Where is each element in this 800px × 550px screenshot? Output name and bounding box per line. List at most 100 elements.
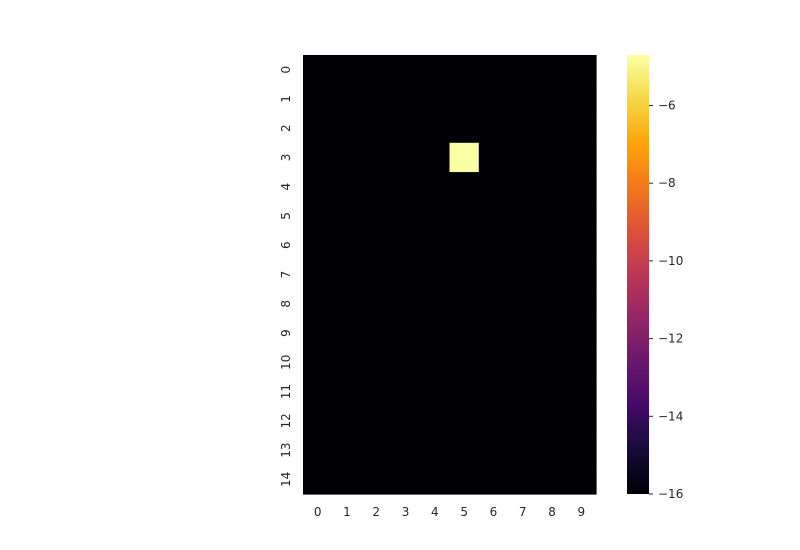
colorbar-ticks: −6 −8 −10 −12 −14 −16	[649, 99, 683, 501]
heatmap-cell	[478, 289, 509, 319]
heatmap-cell	[537, 289, 568, 319]
heatmap-cell	[361, 230, 392, 261]
heatmap-cell	[420, 318, 451, 349]
heatmap-cell	[390, 435, 421, 466]
heatmap-grid	[303, 55, 597, 495]
heatmap-cell	[361, 113, 392, 144]
heatmap-cell	[303, 435, 333, 466]
heatmap-cell	[566, 259, 597, 290]
heatmap-cell	[303, 259, 333, 290]
heatmap-cell	[449, 318, 480, 349]
heatmap-cell	[390, 55, 421, 85]
heatmap-cell	[566, 142, 597, 173]
heatmap-cell	[478, 55, 509, 85]
heatmap-cell	[361, 55, 392, 85]
heatmap-cell	[537, 113, 568, 144]
heatmap-cell	[332, 259, 363, 290]
heatmap-cell	[478, 259, 509, 290]
colorbar-tick-label: −12	[658, 332, 683, 346]
heatmap-cell	[508, 113, 538, 144]
y-tick-label: 0	[279, 66, 293, 74]
y-tick-label: 12	[279, 413, 293, 428]
heatmap-cell	[390, 230, 421, 261]
colorbar-tick-label: −8	[658, 176, 676, 190]
heatmap-cell	[537, 464, 568, 495]
heatmap-cell	[332, 113, 363, 144]
heatmap-cell	[332, 172, 363, 202]
heatmap-cell	[478, 347, 509, 378]
heatmap-cell	[566, 113, 597, 144]
heatmap-cell	[566, 230, 597, 261]
y-tick-label: 3	[279, 154, 293, 162]
heatmap-cell	[449, 464, 480, 495]
colorbar-tick-label: −16	[658, 487, 683, 501]
heatmap-cell	[332, 406, 363, 437]
heatmap-cell	[478, 376, 509, 407]
heatmap-cell	[449, 55, 480, 85]
heatmap-cell	[332, 318, 363, 349]
heatmap-cell	[303, 230, 333, 261]
heatmap-cell	[537, 347, 568, 378]
heatmap-cell	[420, 435, 451, 466]
colorbar-tick-label: −14	[658, 409, 683, 423]
heatmap-cell	[566, 201, 597, 232]
heatmap-cell	[449, 113, 480, 144]
x-axis-ticks: 0 1 2 3 4 5 6 7 8 9	[314, 505, 585, 519]
heatmap-cell	[508, 84, 538, 115]
y-tick-label: 11	[279, 384, 293, 399]
heatmap-cell	[420, 84, 451, 115]
heatmap-cell	[566, 55, 597, 85]
heatmap-cell	[420, 259, 451, 290]
heatmap-cell	[420, 113, 451, 144]
heatmap-cell	[390, 347, 421, 378]
heatmap-cell	[303, 347, 333, 378]
heatmap-cell	[420, 172, 451, 202]
heatmap-cell	[303, 113, 333, 144]
heatmap-cell	[390, 84, 421, 115]
heatmap-cell	[332, 84, 363, 115]
heatmap-cell	[537, 435, 568, 466]
heatmap-cell	[420, 347, 451, 378]
heatmap-cell	[508, 435, 538, 466]
heatmap-cell	[478, 113, 509, 144]
heatmap-cell	[449, 230, 480, 261]
y-tick-label: 4	[279, 183, 293, 191]
heatmap-cell	[449, 347, 480, 378]
y-tick-label: 8	[279, 300, 293, 308]
heatmap-cell	[303, 376, 333, 407]
heatmap-cell	[420, 406, 451, 437]
heatmap-cell	[361, 464, 392, 495]
heatmap-cell	[537, 259, 568, 290]
heatmap-cell	[478, 201, 509, 232]
heatmap-cell	[332, 55, 363, 85]
colorbar-tick-label: −10	[658, 254, 683, 268]
heatmap-cell	[537, 55, 568, 85]
heatmap-cell	[478, 172, 509, 202]
heatmap-cell	[478, 464, 509, 495]
heatmap-cell	[566, 318, 597, 349]
heatmap-cell	[566, 406, 597, 437]
heatmap-cell	[478, 318, 509, 349]
y-tick-label: 6	[279, 241, 293, 249]
heatmap-cell	[332, 464, 363, 495]
heatmap-cell	[566, 289, 597, 319]
heatmap-cell	[332, 201, 363, 232]
heatmap-cell	[390, 259, 421, 290]
heatmap-cell	[361, 84, 392, 115]
heatmap-cell	[390, 318, 421, 349]
heatmap-cell	[361, 289, 392, 319]
heatmap-cell	[390, 201, 421, 232]
y-tick-label: 2	[279, 124, 293, 132]
heatmap-cell	[390, 113, 421, 144]
heatmap-cell	[332, 289, 363, 319]
heatmap-cell	[449, 376, 480, 407]
heatmap-cell	[449, 84, 480, 115]
x-tick-label: 1	[343, 505, 351, 519]
heatmap-cell	[508, 142, 538, 173]
heatmap-cell	[420, 289, 451, 319]
heatmap-cell	[303, 318, 333, 349]
heatmap-cell	[478, 84, 509, 115]
heatmap-cell	[537, 406, 568, 437]
heatmap-cell	[566, 435, 597, 466]
heatmap-cell	[390, 172, 421, 202]
